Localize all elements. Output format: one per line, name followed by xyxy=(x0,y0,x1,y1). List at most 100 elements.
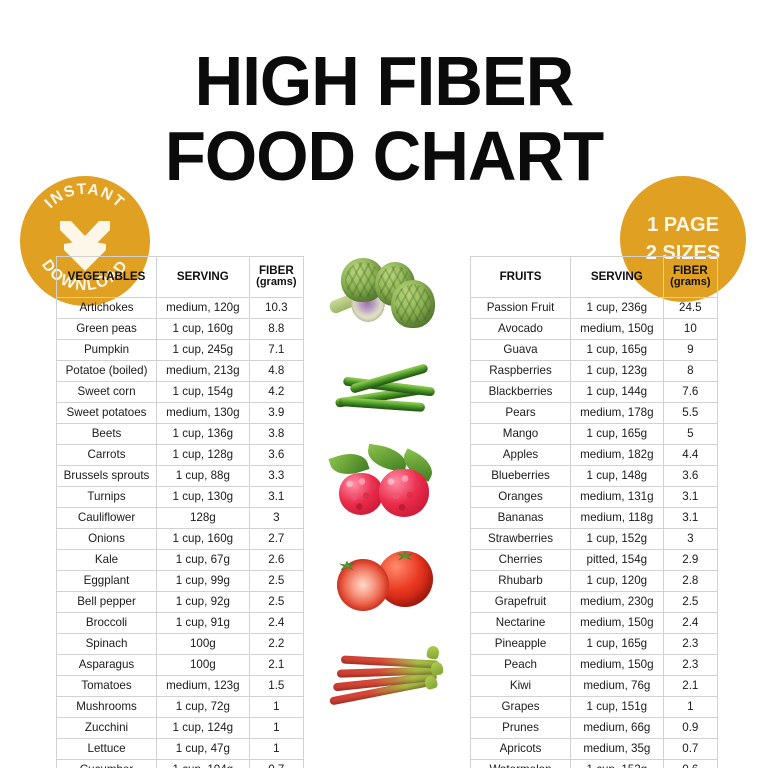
fruits-cell-serving: medium, 150g xyxy=(570,654,664,676)
fruits-cell-serving: 1 cup, 165g xyxy=(570,339,664,361)
vegetables-cell-serving: 1 cup, 92g xyxy=(156,591,250,613)
fruits-cell-name: Avocado xyxy=(469,318,572,340)
fruits-table-body: Passion Fruit 1 cup, 236g 24.5 Avocado mediu… xyxy=(469,297,719,768)
vegetables-cell-name: Carrots xyxy=(55,444,158,466)
table-row: Mango 1 cup, 165g 5 xyxy=(469,423,719,445)
table-row: Watermelon1 cup, 152g0.6 xyxy=(469,759,719,768)
table-row: Peach medium, 150g 2.3 xyxy=(469,654,719,676)
fruits-header-row: FRUITS SERVING FIBER (grams) xyxy=(469,256,719,298)
vegetables-cell-fiber: 2.2 xyxy=(248,633,305,655)
fruits-cell-name: Raspberries xyxy=(469,360,572,382)
table-row: Passion Fruit 1 cup, 236g 24.5 xyxy=(469,297,719,319)
vegetables-cell-fiber: 1.5 xyxy=(248,675,305,697)
vegetables-cell-name: Onions xyxy=(55,528,158,550)
vegetables-cell-fiber: 3.1 xyxy=(248,486,305,508)
fruits-col-header-serving: SERVING xyxy=(570,256,664,298)
vegetables-cell-name: Kale xyxy=(55,549,158,571)
fruits-cell-name: Rhubarb xyxy=(469,570,572,592)
fruits-cell-name: Watermelon xyxy=(469,759,572,768)
table-row: Zucchini 1 cup, 124g 1 xyxy=(55,717,305,739)
table-row: Pineapple 1 cup, 165g 2.3 xyxy=(469,633,719,655)
page-sizes-line-1: 1 PAGE xyxy=(647,213,719,236)
fruits-cell-serving: medium, 182g xyxy=(570,444,664,466)
vegetables-table: VEGETABLES SERVING FIBER (grams) Articho… xyxy=(55,256,305,768)
vegetables-cell-fiber: 2.4 xyxy=(248,612,305,634)
fruits-cell-fiber: 9 xyxy=(662,339,719,361)
fruits-cell-fiber: 2.9 xyxy=(662,549,719,571)
fruits-cell-name: Pears xyxy=(469,402,572,424)
vegetables-fiber-unit: (grams) xyxy=(256,276,297,289)
vegetables-cell-serving: 1 cup, 160g xyxy=(156,318,250,340)
table-row: Lettuce 1 cup, 47g 1 xyxy=(55,738,305,760)
fruits-table-wrapper: FRUITS SERVING FIBER (grams) Passion Fru… xyxy=(469,256,719,768)
vegetables-table-head: VEGETABLES SERVING FIBER (grams) xyxy=(55,256,305,298)
vegetables-cell-serving: medium, 130g xyxy=(156,402,250,424)
vegetables-cell-serving: 1 cup, 67g xyxy=(156,549,250,571)
vegetables-cell-name: Sweet corn xyxy=(55,381,158,403)
vegetables-cell-serving: 1 cup, 160g xyxy=(156,528,250,550)
fruits-cell-fiber: 2.4 xyxy=(662,612,719,634)
table-row: Green peas 1 cup, 160g 8.8 xyxy=(55,318,305,340)
table-row: Prunes medium, 66g 0.9 xyxy=(469,717,719,739)
fruits-cell-name: Strawberries xyxy=(469,528,572,550)
table-row: Pumpkin 1 cup, 245g 7.1 xyxy=(55,339,305,361)
fruits-cell-name: Mango xyxy=(469,423,572,445)
fruits-cell-name: Oranges xyxy=(469,486,572,508)
vegetables-cell-serving: medium, 213g xyxy=(156,360,250,382)
fruits-cell-fiber: 5 xyxy=(662,423,719,445)
vegetables-cell-fiber: 3 xyxy=(248,507,305,529)
fruits-cell-name: Passion Fruit xyxy=(469,297,572,319)
table-row: Brussels sprouts 1 cup, 88g 3.3 xyxy=(55,465,305,487)
fruits-table: FRUITS SERVING FIBER (grams) Passion Fru… xyxy=(469,256,719,768)
vegetables-cell-serving: 1 cup, 128g xyxy=(156,444,250,466)
vegetables-cell-fiber: 10.3 xyxy=(248,297,305,319)
fruits-cell-serving: 1 cup, 152g xyxy=(570,759,664,768)
table-row: Rhubarb 1 cup, 120g 2.8 xyxy=(469,570,719,592)
vegetables-cell-serving: 100g xyxy=(156,633,250,655)
vegetables-cell-fiber: 1 xyxy=(248,696,305,718)
fruits-cell-fiber: 8 xyxy=(662,360,719,382)
fruits-cell-serving: medium, 35g xyxy=(570,738,664,760)
instant-label: INSTANT xyxy=(42,181,129,212)
vegetables-cell-name: Eggplant xyxy=(55,570,158,592)
table-row: Potatoe (boiled) medium, 213g 4.8 xyxy=(55,360,305,382)
fruits-cell-name: Prunes xyxy=(469,717,572,739)
table-row: Cherries pitted, 154g 2.9 xyxy=(469,549,719,571)
vegetables-cell-name: Pumpkin xyxy=(55,339,158,361)
vegetables-cell-fiber: 2.5 xyxy=(248,591,305,613)
fruits-cell-fiber: 3.1 xyxy=(662,507,719,529)
vegetables-cell-serving: medium, 120g xyxy=(156,297,250,319)
vegetables-header-row: VEGETABLES SERVING FIBER (grams) xyxy=(55,256,305,298)
vegetables-cell-fiber: 3.9 xyxy=(248,402,305,424)
table-row: Artichokes medium, 120g 10.3 xyxy=(55,297,305,319)
table-row: Beets 1 cup, 136g 3.8 xyxy=(55,423,305,445)
vegetables-cell-name: Bell pepper xyxy=(55,591,158,613)
table-row: Apricots medium, 35g 0.7 xyxy=(469,738,719,760)
table-row: Mushrooms 1 cup, 72g 1 xyxy=(55,696,305,718)
vegetables-fiber-label: FIBER xyxy=(258,264,294,278)
fruits-cell-name: Blackberries xyxy=(469,381,572,403)
fruits-fiber-unit: (grams) xyxy=(670,276,711,289)
fruits-cell-fiber: 2.3 xyxy=(662,633,719,655)
fruits-cell-name: Peach xyxy=(469,654,572,676)
fruits-cell-name: Pineapple xyxy=(469,633,572,655)
vegetables-cell-fiber: 0.7 xyxy=(248,759,305,768)
vegetables-cell-name: Green peas xyxy=(55,318,158,340)
vegetables-cell-fiber: 3.3 xyxy=(248,465,305,487)
fruits-cell-serving: 1 cup, 165g xyxy=(570,633,664,655)
vegetables-cell-fiber: 3.6 xyxy=(248,444,305,466)
tomatoes-photo xyxy=(327,543,449,621)
vegetables-cell-serving: 1 cup, 245g xyxy=(156,339,250,361)
vegetables-cell-serving: 1 cup, 72g xyxy=(156,696,250,718)
fruits-cell-fiber: 7.6 xyxy=(662,381,719,403)
table-row: Cauliflower 128g 3 xyxy=(55,507,305,529)
fruits-cell-serving: pitted, 154g xyxy=(570,549,664,571)
fruits-cell-serving: medium, 66g xyxy=(570,717,664,739)
fruits-cell-serving: 1 cup, 120g xyxy=(570,570,664,592)
table-row: Sweet potatoes medium, 130g 3.9 xyxy=(55,402,305,424)
fruits-cell-serving: 1 cup, 152g xyxy=(570,528,664,550)
vegetables-cell-name: Cauliflower xyxy=(55,507,158,529)
table-row: Spinach 100g 2.2 xyxy=(55,633,305,655)
vegetables-cell-name: Lettuce xyxy=(55,738,158,760)
table-row: Sweet corn 1 cup, 154g 4.2 xyxy=(55,381,305,403)
